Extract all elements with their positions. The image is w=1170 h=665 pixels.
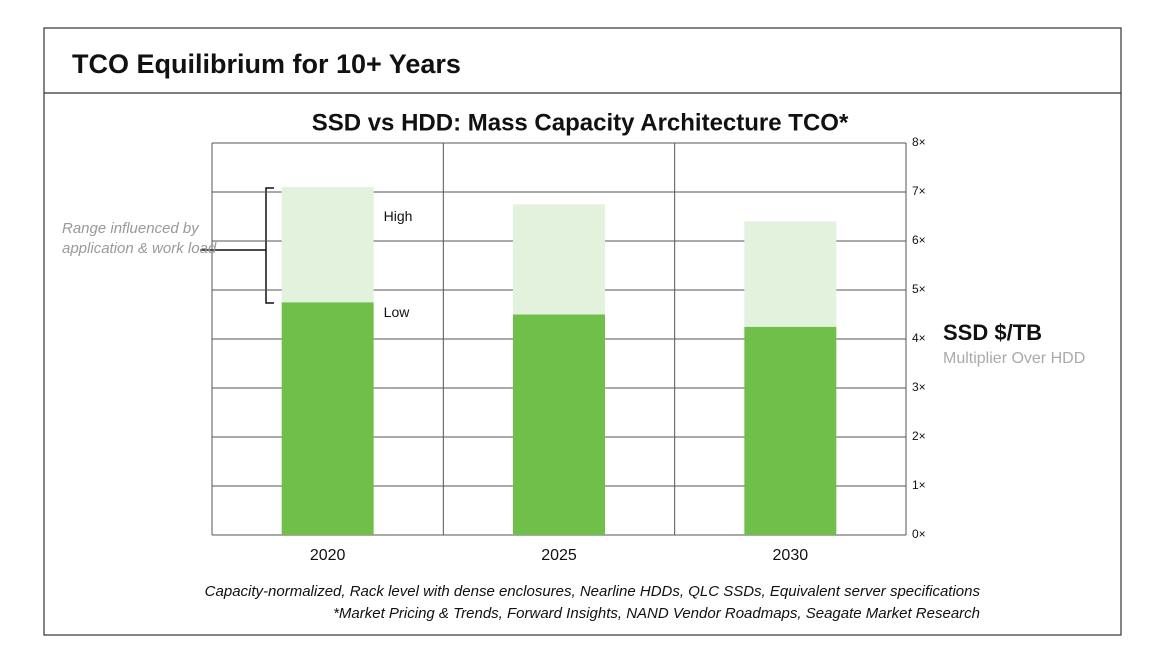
series-label: High: [384, 208, 413, 224]
y-tick-label: 8×: [912, 135, 926, 149]
bar-segment: [744, 221, 837, 327]
y-tick-label: 2×: [912, 429, 926, 443]
y-tick-label: 6×: [912, 233, 926, 247]
y-tick-label: 7×: [912, 184, 926, 198]
y-tick-label: 0×: [912, 527, 926, 541]
bracket: [200, 187, 274, 304]
bracket-line: [265, 187, 274, 304]
x-tick-label: 2025: [541, 547, 577, 564]
bar-segment: [281, 302, 374, 535]
bar-segment: [744, 326, 837, 535]
chart-title: SSD vs HDD: Mass Capacity Architecture T…: [312, 109, 849, 136]
bar-segment: [513, 314, 605, 535]
x-tick-label: 2020: [310, 547, 346, 564]
page-title: TCO Equilibrium for 10+ Years: [72, 49, 461, 79]
axis-title: SSD $/TB: [943, 320, 1042, 345]
annotation: Range influenced by application & work l…: [62, 220, 217, 257]
bar-segment: [281, 187, 374, 303]
footnote: Capacity-normalized, Rack level with den…: [205, 583, 981, 600]
y-tick-label: 1×: [912, 478, 926, 492]
bar-segment: [513, 204, 605, 315]
y-tick-label: 3×: [912, 380, 926, 394]
y-tick-label: 5×: [912, 282, 926, 296]
axis-subtitle: Multiplier Over HDD: [943, 350, 1085, 367]
frame: [43, 27, 1122, 636]
footnote: *Market Pricing & Trends, Forward Insigh…: [333, 605, 980, 622]
x-tick-label: 2030: [773, 547, 809, 564]
y-tick-label: 4×: [912, 331, 926, 345]
series-label: Low: [384, 304, 411, 320]
